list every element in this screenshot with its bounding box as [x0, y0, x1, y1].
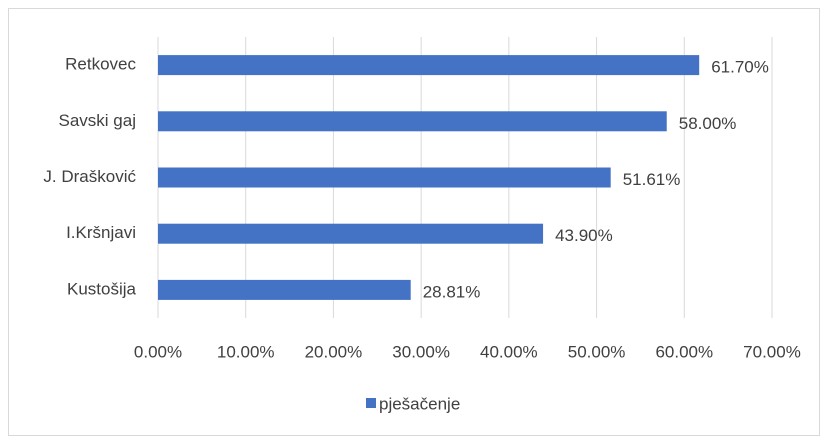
x-tick-label: 50.00% [568, 342, 626, 361]
legend-label: pješačenje [379, 394, 460, 413]
data-label: 51.61% [623, 170, 681, 189]
x-tick-label: 60.00% [655, 342, 713, 361]
data-label: 58.00% [679, 114, 737, 133]
y-tick-label: Retkovec [65, 55, 136, 74]
y-tick-label: Savski gaj [59, 111, 136, 130]
data-label: 43.90% [555, 226, 613, 245]
y-tick-label: I.Kršnjavi [66, 223, 136, 242]
x-tick-label: 20.00% [305, 342, 363, 361]
bar [158, 55, 700, 76]
y-tick-label: J. Drašković [43, 167, 136, 186]
x-tick-label: 30.00% [392, 342, 450, 361]
bar [158, 111, 667, 132]
x-tick-label: 40.00% [480, 342, 538, 361]
bar [158, 223, 544, 244]
legend-swatch [366, 398, 376, 408]
x-tick-label: 70.00% [743, 342, 801, 361]
bar [158, 279, 411, 300]
x-tick-label: 0.00% [134, 342, 182, 361]
x-tick-label: 10.00% [217, 342, 275, 361]
bar [158, 167, 611, 188]
data-label: 28.81% [423, 282, 481, 301]
y-tick-label: Kustošija [67, 279, 137, 298]
data-label: 61.70% [711, 58, 769, 77]
